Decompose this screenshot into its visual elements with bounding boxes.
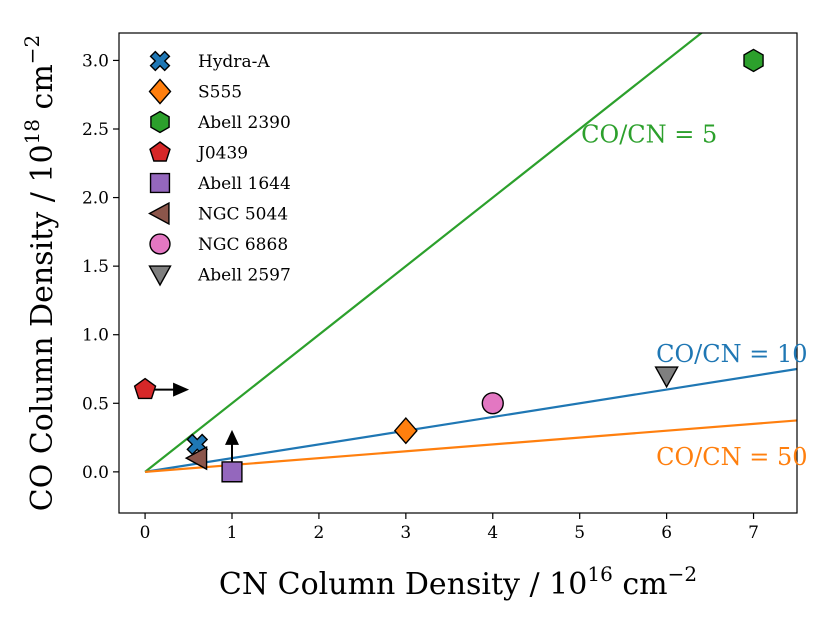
legend: Hydra-A S555 Abell 2390 J0439 Abell 1644 NGC …	[148, 50, 291, 287]
legend-marker-abell-2390	[150, 110, 170, 134]
legend-label-j0439: J0439	[196, 144, 248, 164]
ratio-line-label-10: CO/CN = 10	[656, 340, 807, 368]
limit-arrowhead-abell-1644	[225, 429, 239, 445]
ratio-line-label-50: CO/CN = 50	[656, 443, 807, 471]
y-tick-label: 3.0	[82, 51, 109, 71]
x-tick-label: 0	[140, 523, 151, 543]
legend-label-s555: S555	[198, 83, 242, 103]
ratio-lines	[144, 33, 797, 473]
legend-label-ngc-6868: NGC 6868	[198, 235, 288, 255]
point-ngc-5044	[184, 445, 208, 471]
x-axis-title: CN Column Density / 1016 cm−2	[219, 562, 697, 602]
legend-marker-ngc-5044	[148, 201, 170, 226]
ratio-line-label-5: CO/CN = 5	[581, 121, 717, 149]
legend-label-abell-2390: Abell 2390	[197, 113, 291, 133]
legend-label-abell-1644: Abell 1644	[197, 174, 291, 194]
point-abell-1644	[221, 461, 243, 483]
point-abell-2597	[654, 366, 679, 389]
legend-marker-abell-1644	[149, 172, 171, 194]
y-tick-label: 0.5	[82, 394, 109, 414]
legend-marker-hydra-a	[149, 50, 171, 72]
ratio-line-50	[144, 419, 797, 473]
legend-marker-j0439	[149, 141, 171, 162]
legend-marker-ngc-6868	[149, 233, 171, 255]
legend-marker-abell-2597	[148, 265, 172, 287]
y-tick-label: 2.0	[82, 189, 109, 209]
legend-label-abell-2597: Abell 2597	[197, 266, 291, 286]
x-tick-label: 2	[314, 523, 325, 543]
limit-arrowhead-j0439	[173, 382, 190, 397]
x-tick-label: 6	[661, 523, 672, 543]
point-ngc-6868	[481, 392, 504, 415]
x-tick-label: 4	[487, 523, 498, 543]
x-tick-label: 1	[227, 523, 238, 543]
point-j0439	[133, 377, 157, 400]
plot-frame	[118, 32, 798, 514]
y-tick-label: 2.5	[82, 120, 109, 140]
point-abell-2390	[743, 48, 764, 73]
point-s555	[393, 416, 418, 445]
ratio-line-10	[144, 367, 797, 473]
x-tick-label: 5	[574, 523, 585, 543]
y-axis-title: CO Column Density / 1018 cm−2	[20, 35, 60, 512]
legend-marker-s555	[148, 78, 172, 105]
y-tick-label: 1.0	[82, 326, 109, 346]
y-tick-label: 0.0	[82, 463, 109, 483]
x-tick-label: 7	[748, 523, 759, 543]
y-tick-label: 1.5	[82, 257, 109, 277]
legend-label-ngc-5044: NGC 5044	[198, 205, 288, 225]
legend-label-hydra-a: Hydra-A	[198, 52, 270, 72]
axis-ticks: 0 1 2 3 4 5 6 7 0.0 0.5 1.0 1.5 2.0 2.5 3.0	[82, 51, 759, 543]
ratio-line-5	[144, 33, 704, 473]
x-tick-label: 3	[400, 523, 411, 543]
data-markers	[133, 48, 764, 483]
